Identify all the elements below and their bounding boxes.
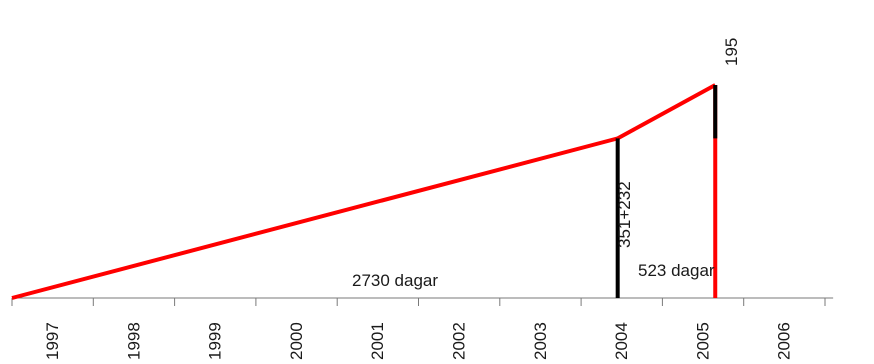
x-tick-label: 2000 xyxy=(287,322,306,360)
annotation-rise-a: 351+232 xyxy=(615,181,634,248)
x-tick-label: 1997 xyxy=(43,322,62,360)
x-tick-label: 2001 xyxy=(368,322,387,360)
plot-area xyxy=(11,83,718,300)
x-tick-label: 2003 xyxy=(531,322,550,360)
x-tick-label: 2004 xyxy=(612,322,631,360)
series-segment xyxy=(616,83,717,141)
x-axis: 1997 1998 1999 2000 2001 2002 2003 2004 2005 2006 xyxy=(11,297,834,360)
x-tick-label: 2006 xyxy=(775,322,794,360)
x-tick-label: 1999 xyxy=(206,322,225,360)
series-segment xyxy=(11,136,619,300)
x-tick-label: 2005 xyxy=(693,322,712,360)
annotation-rise-b: 195 xyxy=(722,38,741,66)
annotation-segment-a: 2730 dagar xyxy=(352,271,438,290)
x-tick-label: 1998 xyxy=(124,322,143,360)
annotations: 2730 dagar 523 dagar 351+232 195 xyxy=(352,38,741,290)
annotation-segment-b: 523 dagar xyxy=(638,261,715,280)
x-tick-label: 2002 xyxy=(450,322,469,360)
marker-lines xyxy=(615,84,718,298)
